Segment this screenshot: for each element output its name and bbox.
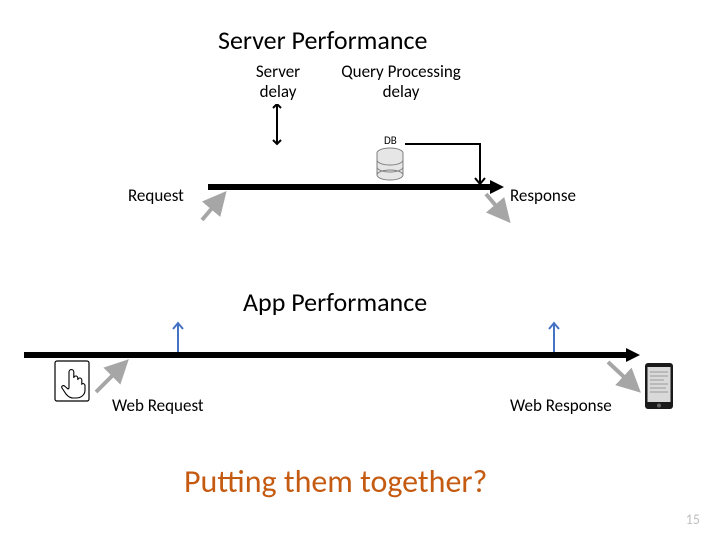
server-response-label: Response bbox=[510, 185, 576, 206]
web-response-label: Web Response bbox=[510, 395, 612, 416]
footer-question: Putting them together? bbox=[184, 462, 487, 501]
web-request-label: Web Request bbox=[112, 395, 204, 416]
query-delay-label: Query Processingdelay bbox=[326, 62, 476, 101]
query-delay-bracket bbox=[280, 142, 500, 190]
phone-icon bbox=[644, 362, 674, 410]
web-request-arrow bbox=[92, 358, 132, 396]
app-perf-title: App Performance bbox=[243, 286, 427, 318]
server-request-arrow bbox=[198, 190, 232, 224]
web-request-marker bbox=[172, 320, 184, 356]
touch-icon bbox=[54, 360, 90, 402]
server-timeline bbox=[208, 184, 492, 190]
server-perf-title: Server Performance bbox=[218, 24, 427, 56]
server-response-arrow bbox=[482, 190, 516, 224]
web-response-marker bbox=[548, 320, 560, 356]
server-delay-label: Serverdelay bbox=[243, 62, 313, 101]
page-number: 15 bbox=[686, 511, 700, 528]
web-response-arrow bbox=[604, 358, 644, 396]
server-request-label: Request bbox=[128, 185, 184, 206]
